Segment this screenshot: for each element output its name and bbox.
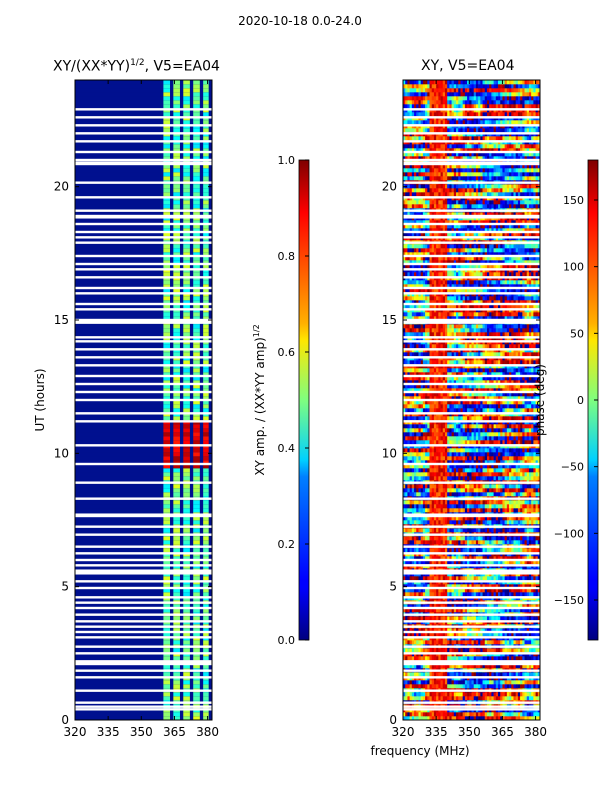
left-y-axis-label: UT (hours)	[33, 368, 47, 431]
right-colorbar-ticks: −150 −100 −50 0 50 100 150	[554, 194, 598, 607]
right-y-tick-label: 5	[389, 580, 397, 594]
right-colorbar-label: phase (deg)	[533, 364, 547, 436]
right-x-tick-label: 350	[458, 725, 481, 739]
left-cbar-tick-label: 0.2	[278, 538, 296, 551]
left-plot-title-base: XY/(XX*YY)	[53, 58, 131, 75]
right-y-tick-label: 0	[389, 713, 397, 727]
right-y-tick-label: 10	[382, 446, 397, 460]
left-cbar-tick-label: 0.6	[278, 346, 296, 359]
right-cbar-tick-label: −150	[554, 594, 584, 607]
left-heatmap	[75, 80, 212, 721]
right-x-tick-label: 320	[392, 725, 415, 739]
left-colorbar-label-base: XY amp. / (XX*YY amp)	[253, 337, 267, 475]
left-cbar-tick-label: 0.8	[278, 250, 296, 263]
right-axes: 320 335 350 365 380 0 5 10 15 20	[382, 80, 547, 739]
right-cbar-tick-label: 50	[570, 327, 584, 340]
left-cbar-tick-label: 0.0	[278, 634, 296, 647]
left-y-tick-label: 10	[54, 446, 69, 460]
figure-suptitle: 2020-10-18 0.0-24.0	[238, 14, 362, 28]
right-cbar-tick-label: −50	[561, 461, 584, 474]
left-y-tick-label: 20	[54, 180, 69, 194]
right-cbar-tick-label: 100	[563, 261, 584, 274]
left-x-tick-label: 380	[196, 725, 219, 739]
right-plot-title: XY, V5=EA04	[421, 58, 515, 74]
left-colorbar-label: XY amp. / (XX*YY amp)1/2	[252, 324, 267, 475]
left-colorbar-label-exponent: 1/2	[252, 324, 261, 337]
right-cbar-tick-label: 0	[577, 394, 584, 407]
right-x-tick-label: 335	[425, 725, 448, 739]
left-axes: 320 335 350 365 380 0 5 10 15 20	[54, 80, 219, 739]
right-plot-frame	[402, 79, 541, 721]
left-cbar-tick-label: 0.4	[278, 442, 296, 455]
left-x-tick-label: 350	[130, 725, 153, 739]
left-x-tick-label: 365	[163, 725, 186, 739]
left-x-tick-label: 335	[97, 725, 120, 739]
left-y-tick-label: 0	[61, 713, 69, 727]
right-cbar-tick-label: 150	[563, 194, 584, 207]
right-x-tick-label: 380	[524, 725, 547, 739]
left-x-tick-label: 320	[64, 725, 87, 739]
left-y-tick-label: 5	[61, 580, 69, 594]
right-heatmap	[403, 80, 541, 721]
left-colorbar	[298, 159, 310, 641]
left-plot-title: XY/(XX*YY)1/2, V5=EA04	[53, 58, 220, 75]
left-plot-frame	[74, 79, 213, 721]
left-colorbar-ticks: 0.0 0.2 0.4 0.6 0.8 1.0	[278, 154, 309, 647]
left-plot-title-suffix: , V5=EA04	[144, 58, 220, 75]
right-x-tick-label: 365	[491, 725, 514, 739]
left-cbar-tick-label: 1.0	[278, 154, 296, 167]
left-y-tick-label: 15	[54, 313, 69, 327]
x-axis-label: frequency (MHz)	[370, 744, 469, 758]
right-y-tick-label: 20	[382, 180, 397, 194]
left-plot-title-exponent: 1/2	[130, 58, 145, 68]
right-cbar-tick-label: −100	[554, 527, 584, 540]
right-y-tick-label: 15	[382, 313, 397, 327]
